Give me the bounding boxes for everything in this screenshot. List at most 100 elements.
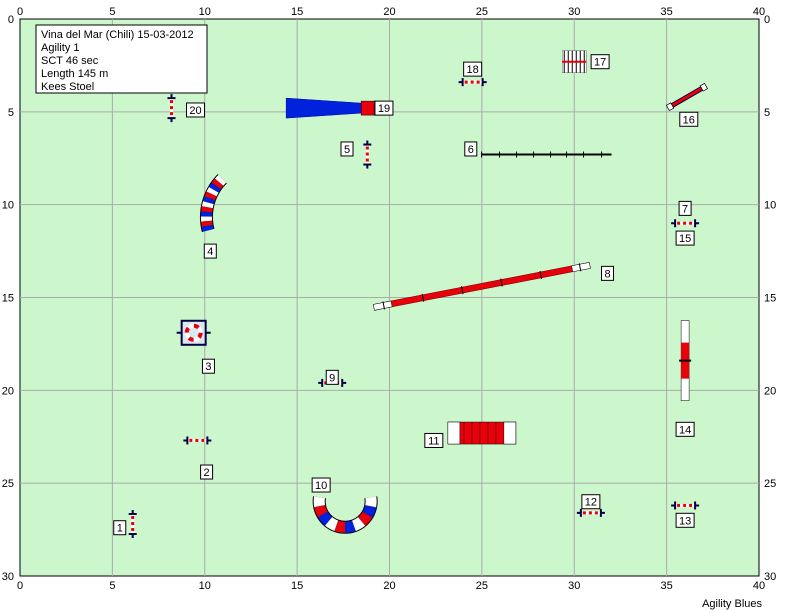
number-label-13: 13 bbox=[679, 515, 691, 527]
y-tick-label-left: 30 bbox=[2, 571, 14, 583]
obstacle-jump bbox=[576, 508, 605, 517]
number-box-12 bbox=[581, 494, 601, 510]
number-label-15: 15 bbox=[679, 233, 691, 245]
y-tick-label-left: 5 bbox=[8, 107, 14, 119]
number-box-4 bbox=[203, 243, 217, 259]
number-label-6: 6 bbox=[468, 144, 474, 156]
tunnel-arc-segment bbox=[201, 201, 214, 209]
obstacle-jump bbox=[183, 436, 212, 445]
number-box-1 bbox=[113, 520, 127, 536]
y-tick-label-right: 30 bbox=[764, 571, 776, 583]
y-tick-label-right: 5 bbox=[764, 107, 770, 119]
y-tick-label-left: 10 bbox=[2, 200, 14, 212]
tunnel-arc-segment bbox=[211, 178, 224, 190]
number-box-20 bbox=[186, 102, 206, 118]
obstacles-layer bbox=[128, 50, 708, 539]
number-box-11 bbox=[424, 432, 444, 448]
tunnel-end-right bbox=[503, 421, 517, 445]
y-tick-label-right: 15 bbox=[764, 293, 776, 305]
x-tick-label-top: 20 bbox=[383, 6, 395, 18]
number-box-7 bbox=[678, 200, 692, 216]
number-label-8: 8 bbox=[604, 268, 610, 280]
y-tick-label-right: 20 bbox=[764, 385, 776, 397]
tunnel-arc-segment bbox=[351, 516, 366, 531]
number-box-2 bbox=[200, 464, 214, 480]
tunnel-arc-segment bbox=[208, 182, 221, 193]
number-label-14: 14 bbox=[679, 424, 691, 436]
tunnel-arc-segment bbox=[358, 511, 373, 526]
number-label-2: 2 bbox=[204, 467, 210, 479]
number-label-9: 9 bbox=[329, 372, 335, 384]
x-tick-label-bottom: 30 bbox=[568, 580, 580, 592]
obstacle-chute bbox=[285, 97, 378, 119]
obstacle-tunnel bbox=[447, 421, 517, 445]
info-line-length: Length 145 m bbox=[41, 68, 108, 80]
ramp-slat bbox=[460, 286, 464, 295]
number-box-13 bbox=[675, 512, 695, 528]
tunnel-arc-segment bbox=[201, 206, 213, 213]
x-tick-label-top: 15 bbox=[291, 6, 303, 18]
course-info-box: Vina del Mar (Chili) 15-03-2012 Agility … bbox=[35, 24, 208, 94]
tunnel-arc-segment bbox=[204, 191, 217, 201]
y-tick-label-left: 0 bbox=[8, 14, 14, 26]
x-tick-label-bottom: 5 bbox=[109, 580, 115, 592]
tunnel-arc-segment bbox=[344, 520, 356, 533]
ramp-slat bbox=[382, 301, 385, 310]
slant-end bbox=[699, 82, 708, 92]
x-tick-label-top: 30 bbox=[568, 6, 580, 18]
ramp-slat bbox=[578, 263, 582, 272]
obstacle-jump bbox=[458, 78, 487, 87]
obstacle-weave bbox=[562, 50, 587, 73]
x-tick-label-top: 0 bbox=[17, 6, 23, 18]
number-label-7: 7 bbox=[682, 203, 688, 215]
ramp-contact-left bbox=[373, 300, 393, 311]
tunnel-end-left bbox=[447, 421, 461, 445]
number-box-5 bbox=[340, 141, 354, 157]
tunnel-arc-segment bbox=[203, 196, 215, 205]
info-line-sct: SCT 46 sec bbox=[41, 55, 99, 67]
obstacle-dogwalk-ramp bbox=[373, 262, 591, 311]
number-label-4: 4 bbox=[207, 246, 213, 258]
x-tick-label-bottom: 35 bbox=[661, 580, 673, 592]
number-label-18: 18 bbox=[467, 64, 479, 76]
number-label-16: 16 bbox=[683, 114, 695, 126]
obstacle-jump bbox=[671, 219, 700, 228]
number-label-1: 1 bbox=[117, 523, 123, 535]
x-tick-label-bottom: 0 bbox=[17, 580, 23, 592]
obstacle-dogwalk bbox=[481, 151, 612, 158]
number-box-19 bbox=[374, 100, 394, 116]
tunnel-arc-segment bbox=[362, 504, 377, 518]
y-tick-label-left: 25 bbox=[2, 478, 14, 490]
number-label-12: 12 bbox=[585, 497, 597, 509]
number-label-11: 11 bbox=[428, 435, 439, 447]
number-label-20: 20 bbox=[189, 105, 201, 117]
y-tick-label-left: 20 bbox=[2, 385, 14, 397]
x-tick-label-bottom: 40 bbox=[753, 580, 765, 592]
number-box-18 bbox=[463, 61, 483, 77]
number-box-6 bbox=[464, 141, 478, 157]
number-box-17 bbox=[590, 54, 610, 70]
number-box-8 bbox=[601, 265, 615, 281]
ramp-slat bbox=[421, 293, 425, 302]
number-label-3: 3 bbox=[205, 361, 211, 373]
tunnel-arc-segment bbox=[325, 516, 339, 531]
ramp-slat bbox=[500, 278, 503, 287]
tunnel-arc-segment bbox=[314, 504, 328, 518]
number-box-14 bbox=[675, 421, 695, 437]
number-box-3 bbox=[201, 358, 215, 374]
x-tick-label-bottom: 10 bbox=[199, 580, 211, 592]
tunnel-arc-segment bbox=[214, 174, 227, 186]
y-tick-label-right: 0 bbox=[764, 14, 770, 26]
y-tick-label-left: 15 bbox=[2, 293, 14, 305]
tunnel-arc-segment bbox=[318, 511, 333, 526]
x-tick-label-bottom: 15 bbox=[291, 580, 303, 592]
number-label-17: 17 bbox=[594, 57, 606, 69]
number-box-10 bbox=[311, 477, 331, 493]
obstacle-jump bbox=[167, 94, 176, 123]
x-tick-label-bottom: 25 bbox=[476, 580, 488, 592]
footer-brand: Agility Blues bbox=[702, 598, 762, 610]
obstacle-u-tunnel bbox=[312, 496, 378, 534]
obstacle-tire bbox=[176, 319, 211, 346]
